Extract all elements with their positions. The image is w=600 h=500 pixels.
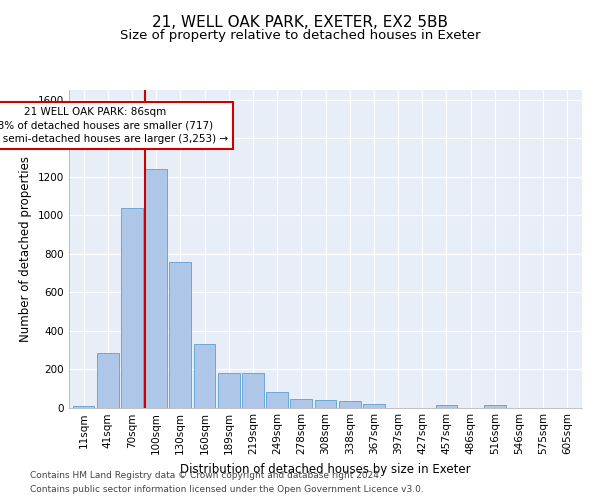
Bar bbox=[97, 352, 119, 408]
Text: Size of property relative to detached houses in Exeter: Size of property relative to detached ho… bbox=[120, 28, 480, 42]
Bar bbox=[363, 404, 385, 407]
Y-axis label: Number of detached properties: Number of detached properties bbox=[19, 156, 32, 342]
Text: 21 WELL OAK PARK: 86sqm
← 18% of detached houses are smaller (717)
81% of semi-d: 21 WELL OAK PARK: 86sqm ← 18% of detache… bbox=[0, 108, 228, 144]
Bar bbox=[121, 208, 143, 408]
Bar bbox=[73, 406, 94, 407]
X-axis label: Distribution of detached houses by size in Exeter: Distribution of detached houses by size … bbox=[180, 463, 471, 476]
Bar bbox=[218, 373, 239, 408]
Bar bbox=[339, 401, 361, 407]
Bar bbox=[169, 262, 191, 408]
Bar bbox=[436, 404, 457, 407]
Bar bbox=[266, 392, 288, 407]
Bar bbox=[314, 400, 337, 407]
Text: Contains HM Land Registry data © Crown copyright and database right 2024.: Contains HM Land Registry data © Crown c… bbox=[30, 472, 382, 480]
Bar bbox=[242, 373, 264, 408]
Text: Contains public sector information licensed under the Open Government Licence v3: Contains public sector information licen… bbox=[30, 484, 424, 494]
Text: 21, WELL OAK PARK, EXETER, EX2 5BB: 21, WELL OAK PARK, EXETER, EX2 5BB bbox=[152, 15, 448, 30]
Bar bbox=[290, 399, 312, 407]
Bar bbox=[484, 404, 506, 407]
Bar bbox=[145, 169, 167, 408]
Bar bbox=[194, 344, 215, 408]
